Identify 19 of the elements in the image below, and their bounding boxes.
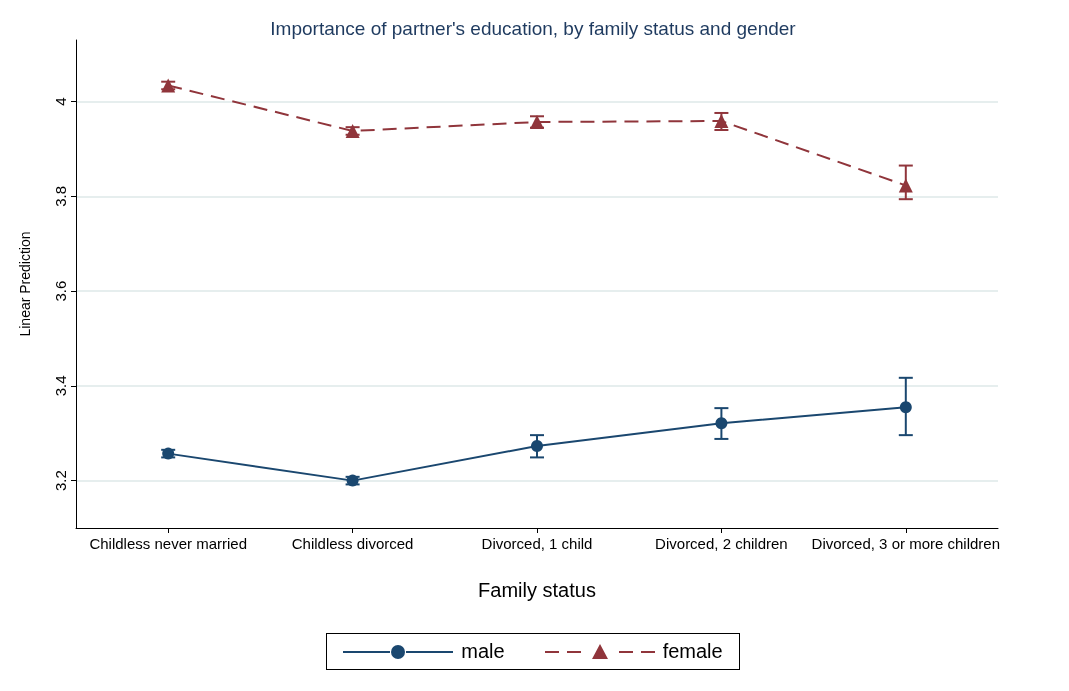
- point: [898, 178, 913, 193]
- y-tick-label: 3.8: [52, 185, 69, 207]
- y-tick-label: 3.6: [52, 280, 69, 302]
- point: [715, 417, 728, 430]
- y-tick-label: 4: [52, 97, 69, 106]
- x-tick-label: Divorced, 1 child: [481, 535, 593, 552]
- x-tick-label: Childless divorced: [291, 535, 414, 552]
- y-axis-title: Linear Prediction: [17, 231, 33, 337]
- point: [899, 401, 912, 414]
- y-tick-label: 3.4: [52, 375, 69, 397]
- legend-label: female: [662, 640, 723, 663]
- y-tick-label: 3.2: [52, 470, 69, 492]
- x-axis-title: Family status: [478, 579, 596, 601]
- legend-label: male: [461, 640, 505, 663]
- chart-title: Importance of partner's education, by family status and gender: [270, 18, 797, 39]
- x-tick-label: Divorced, 3 or more children: [811, 535, 1001, 552]
- x-tick-label: Divorced, 2 children: [655, 535, 788, 552]
- point: [531, 440, 543, 453]
- x-tick-label: Childless never married: [89, 535, 247, 552]
